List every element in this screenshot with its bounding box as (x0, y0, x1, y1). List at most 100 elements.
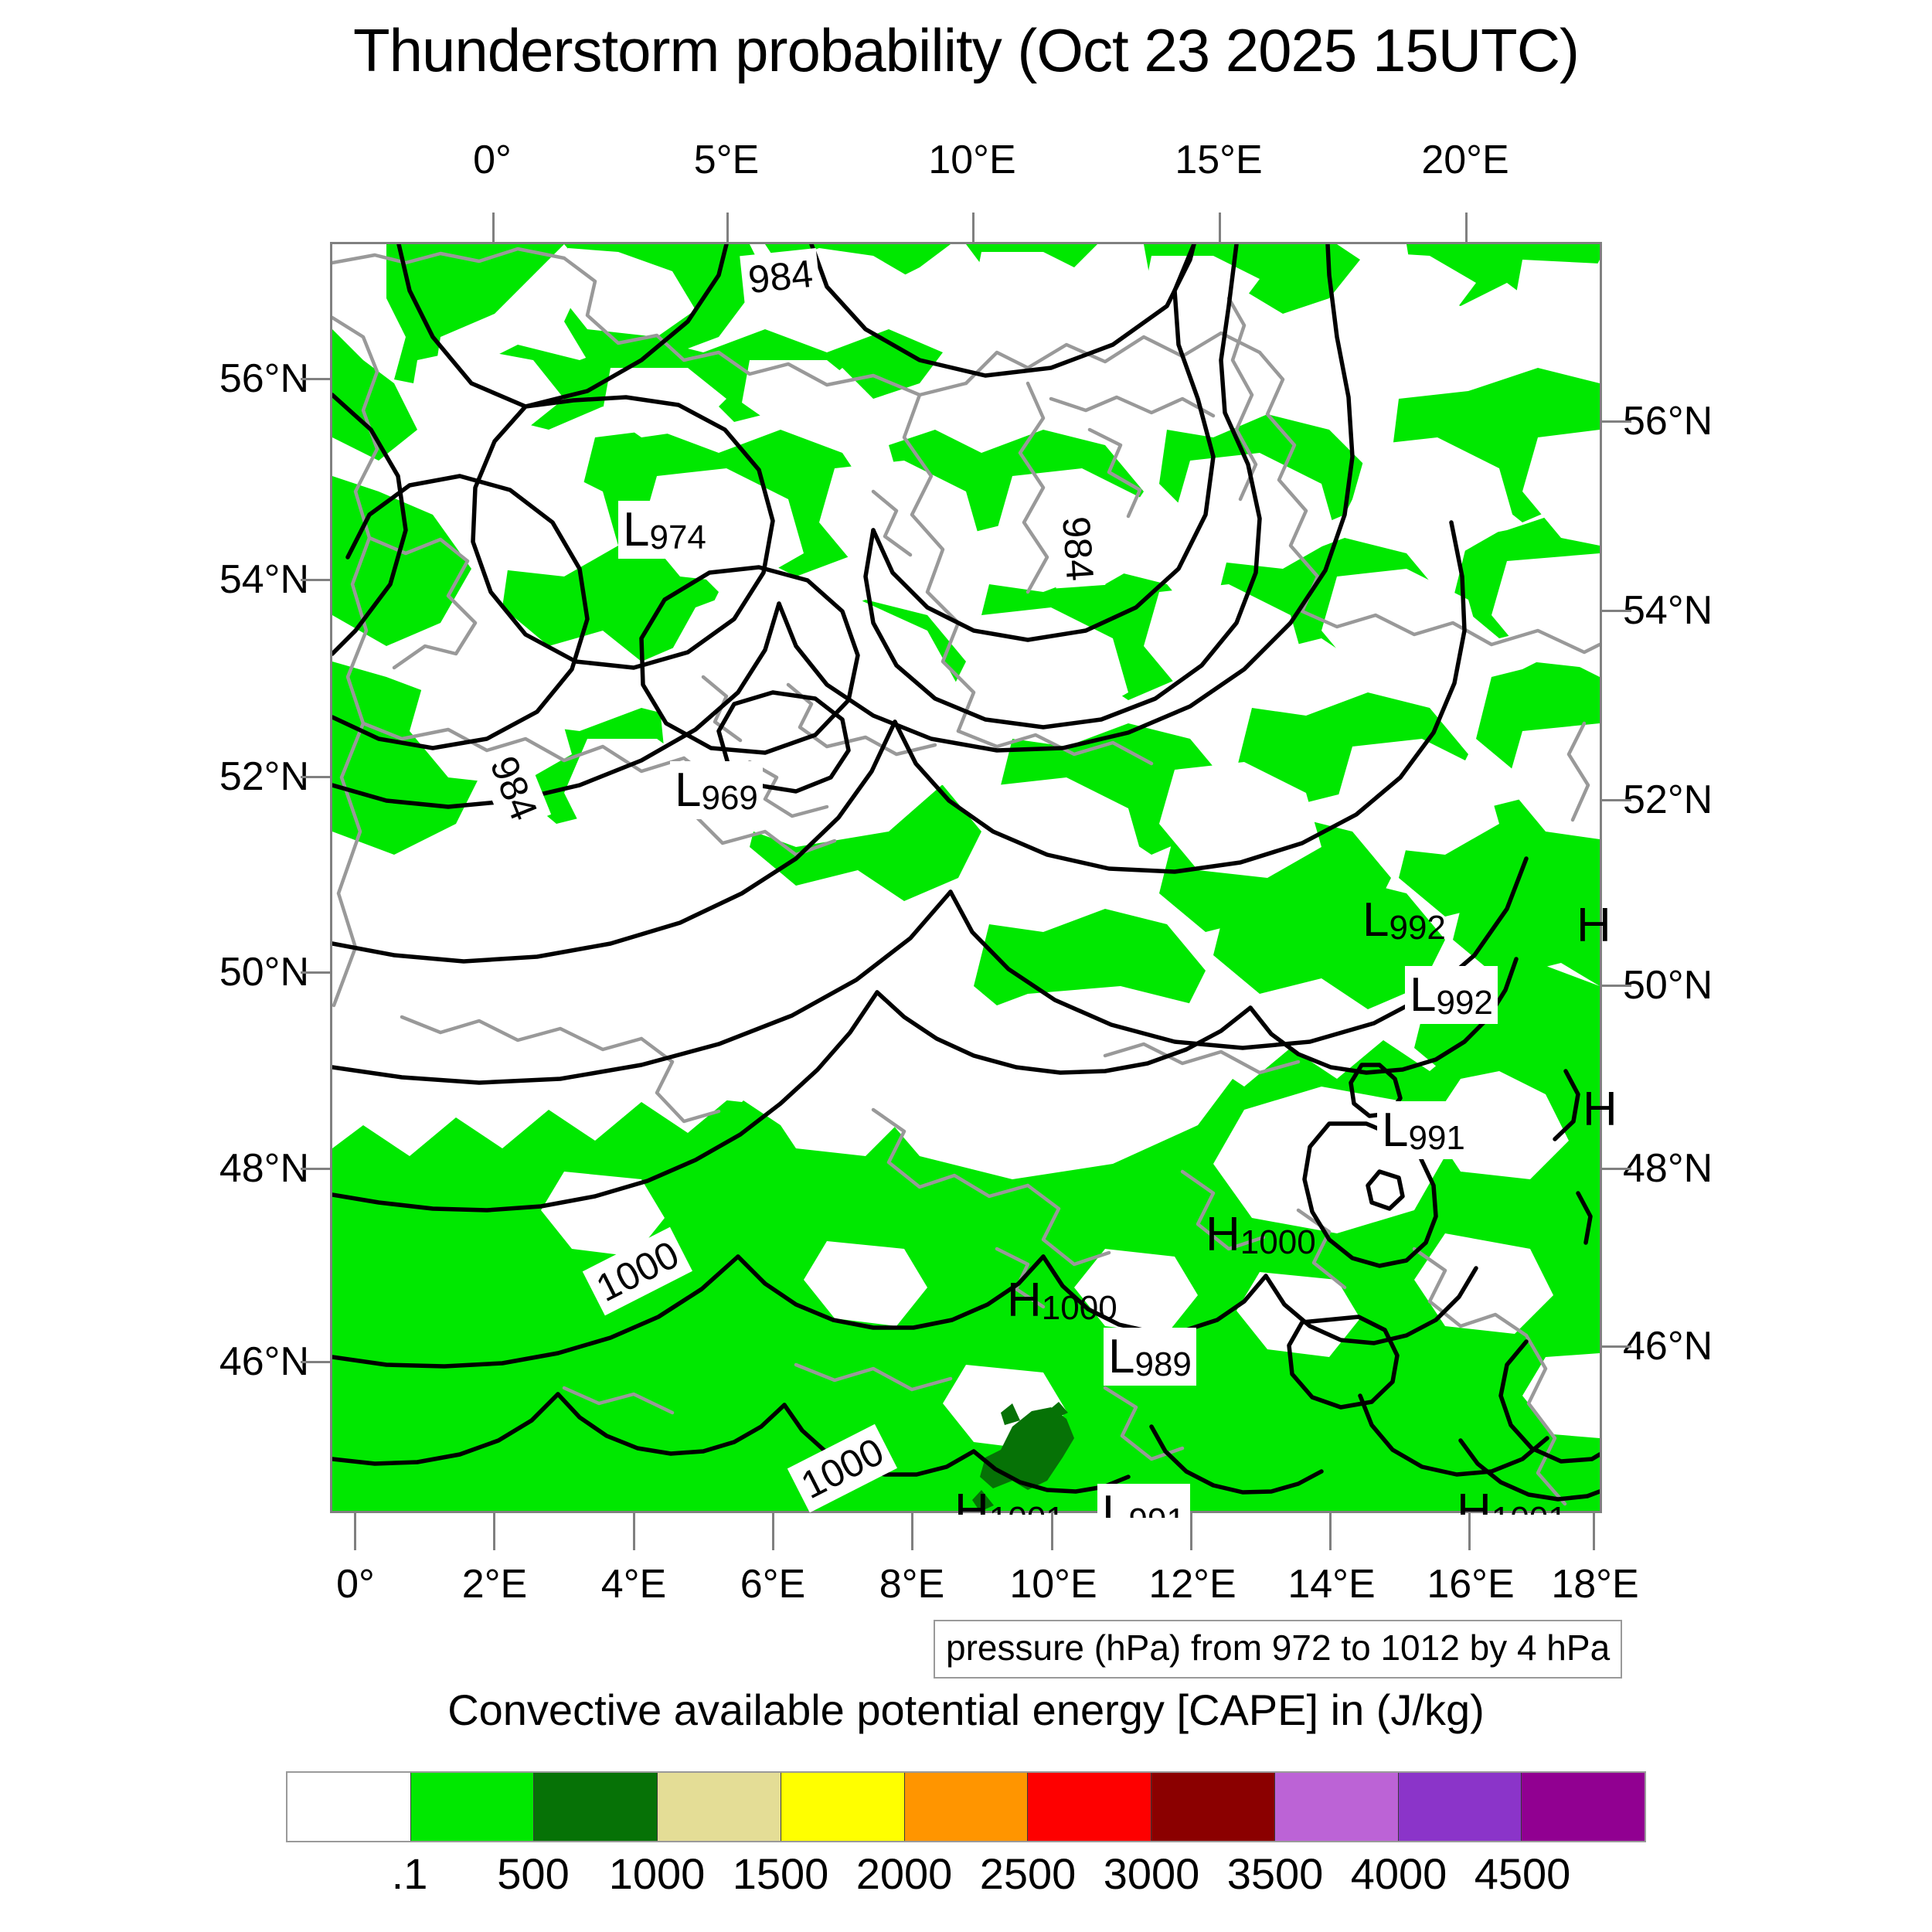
left-tick-mark-1 (301, 579, 330, 581)
top-tick-label-2: 10°E (928, 138, 1016, 182)
pressure-center-type: H (1583, 1083, 1617, 1136)
bottom-tick-mark-9 (1593, 1513, 1595, 1550)
cape-swatch-8[interactable] (1274, 1773, 1398, 1841)
left-tick-mark-4 (301, 1168, 330, 1170)
left-tick-label-3: 50°N (219, 950, 309, 995)
cape-swatch-1[interactable] (410, 1773, 534, 1841)
pressure-center-type: L (1410, 968, 1437, 1022)
pressure-center-H-1000-upper: H1000 (1206, 1207, 1316, 1262)
cape-swatch-7[interactable] (1151, 1773, 1274, 1841)
bottom-tick-mark-7 (1329, 1513, 1332, 1550)
page-title: Thunderstorm probability (Oct 23 2025 15… (352, 16, 1580, 84)
pressure-center-L-992-south: L992 (1405, 966, 1498, 1024)
pressure-center-type: H (1007, 1274, 1042, 1327)
map-plot-area[interactable] (330, 242, 1602, 1513)
bottom-tick-label-7: 14°E (1287, 1562, 1376, 1607)
top-tick-label-3: 15°E (1175, 138, 1263, 182)
pressure-center-L-991-bottom: L991 (1097, 1484, 1190, 1518)
pressure-center-value: 974 (649, 519, 706, 556)
pressure-legend: pressure (hPa) from 972 to 1012 by 4 hPa (934, 1620, 1623, 1679)
bottom-tick-mark-2 (633, 1513, 635, 1550)
cape-tick-0: .1 (391, 1849, 428, 1898)
top-tick-mark-4 (1465, 213, 1468, 242)
cape-tick-9: 4500 (1474, 1849, 1571, 1898)
right-tick-label-0: 56°N (1623, 399, 1713, 444)
cape-swatch-6[interactable] (1027, 1773, 1151, 1841)
cape-tick-1: 500 (497, 1849, 570, 1898)
cape-tick-2: 1000 (608, 1849, 706, 1898)
pressure-center-type: H (1206, 1208, 1240, 1261)
right-tick-mark-4 (1602, 1168, 1631, 1170)
cape-swatch-9[interactable] (1397, 1773, 1522, 1841)
pressure-center-H-1001-right: H1001 (1457, 1484, 1567, 1515)
top-tick-label-1: 5°E (693, 138, 760, 182)
cape-shading-band-darkgreen (972, 1402, 1074, 1511)
bottom-tick-label-2: 4°E (600, 1562, 667, 1607)
cape-swatch-4[interactable] (780, 1773, 904, 1841)
top-tick-label-0: 0° (473, 138, 512, 182)
cape-tick-3: 1500 (732, 1849, 829, 1898)
cape-swatch-5[interactable] (903, 1773, 1028, 1841)
left-tick-mark-0 (301, 378, 330, 380)
pressure-center-value: 1000 (1041, 1289, 1117, 1327)
contour-label-984-top: 984 (740, 247, 821, 306)
coastline-overlay (332, 247, 1600, 1506)
right-tick-mark-2 (1602, 799, 1631, 801)
bottom-tick-label-4: 8°E (879, 1562, 945, 1607)
cape-swatch-2[interactable] (533, 1773, 658, 1841)
right-tick-mark-3 (1602, 985, 1631, 987)
pressure-center-type: L (1382, 1104, 1409, 1157)
cape-swatch-0[interactable] (287, 1773, 410, 1841)
right-tick-label-1: 54°N (1623, 588, 1713, 633)
pressure-center-type: L (1362, 893, 1389, 947)
right-tick-label-3: 50°N (1623, 963, 1713, 1008)
bottom-tick-label-8: 16°E (1427, 1562, 1515, 1607)
cape-void-white-areas (332, 244, 1600, 1450)
cape-swatch-10[interactable] (1521, 1773, 1645, 1841)
pressure-center-value: 969 (701, 779, 758, 817)
right-tick-label-4: 48°N (1623, 1146, 1713, 1191)
pressure-center-value: 1001 (989, 1500, 1065, 1515)
isobar-contours (332, 244, 1600, 1502)
cape-tick-4: 2000 (855, 1849, 953, 1898)
pressure-center-L-992-north: L992 (1362, 893, 1446, 947)
bottom-tick-mark-6 (1190, 1513, 1192, 1550)
cape-tick-5: 2500 (979, 1849, 1077, 1898)
pressure-center-H-1000-lower: H1000 (1007, 1273, 1117, 1328)
pressure-center-H-edge-lower: H (1583, 1082, 1617, 1137)
top-tick-mark-2 (972, 213, 975, 242)
bottom-tick-mark-4 (911, 1513, 913, 1550)
cape-swatch-3[interactable] (657, 1773, 781, 1841)
left-tick-mark-3 (301, 971, 330, 974)
pressure-center-type: L (675, 764, 702, 817)
pressure-center-value: 989 (1134, 1345, 1192, 1383)
cape-colorbar-ticks: .1 500 1000 1500 2000 2500 3000 3500 400… (286, 1849, 1646, 1910)
bottom-tick-label-6: 12°E (1148, 1562, 1236, 1607)
pressure-center-type: L (1108, 1330, 1135, 1383)
right-tick-label-5: 46°N (1623, 1324, 1713, 1369)
right-tick-mark-0 (1602, 420, 1631, 423)
pressure-center-value: 992 (1436, 984, 1493, 1022)
top-tick-mark-3 (1219, 213, 1221, 242)
cape-tick-8: 4000 (1350, 1849, 1447, 1898)
pressure-center-L-991: L991 (1377, 1101, 1470, 1159)
left-tick-label-4: 48°N (219, 1146, 309, 1191)
pressure-center-type: L (623, 503, 650, 556)
bottom-tick-mark-3 (772, 1513, 774, 1550)
bottom-tick-label-0: 0° (336, 1562, 375, 1607)
pressure-center-L-989: L989 (1104, 1328, 1196, 1386)
left-tick-label-1: 54°N (219, 557, 309, 602)
left-tick-label-5: 46°N (219, 1339, 309, 1384)
cape-tick-6: 3000 (1103, 1849, 1200, 1898)
left-tick-mark-5 (301, 1361, 330, 1363)
bottom-tick-label-1: 2°E (461, 1562, 528, 1607)
cape-colorbar[interactable] (286, 1771, 1646, 1842)
pressure-center-L-974: L974 (618, 501, 711, 559)
contour-label-984-right: 984 (1050, 509, 1106, 589)
bottom-tick-mark-1 (493, 1513, 495, 1550)
weather-map-canvas[interactable] (332, 244, 1600, 1511)
left-tick-label-0: 56°N (219, 356, 309, 401)
pressure-center-H-1001-left: H1001 (954, 1484, 1065, 1515)
bottom-tick-label-3: 6°E (740, 1562, 806, 1607)
top-tick-label-4: 20°E (1421, 138, 1509, 182)
